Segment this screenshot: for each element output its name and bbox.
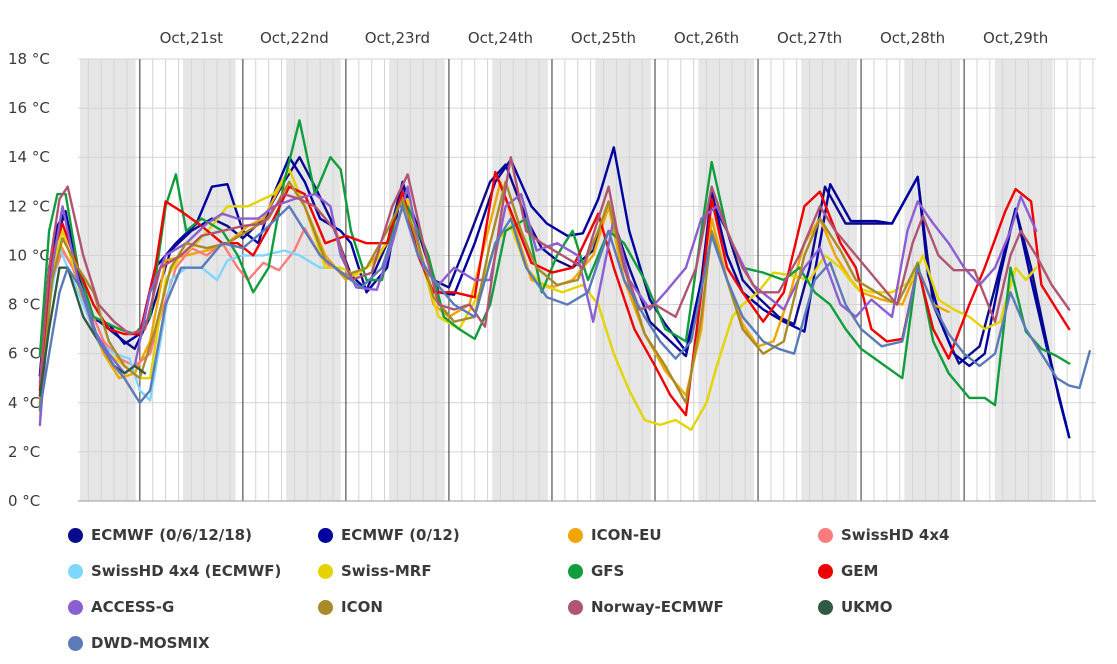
y-tick-label: 2 °C (8, 443, 40, 461)
legend-label: ACCESS-G (91, 598, 175, 616)
legend-item[interactable]: UKMO (818, 595, 892, 619)
legend-swatch (568, 563, 583, 579)
x-tick-label: Oct,27th (777, 29, 842, 47)
legend-label: GFS (591, 562, 625, 580)
legend-item[interactable]: SwissHD 4x4 (ECMWF) (68, 559, 281, 583)
legend-label: UKMO (841, 598, 893, 616)
legend-item[interactable]: SwissHD 4x4 (818, 523, 949, 547)
legend-item[interactable]: GFS (568, 559, 624, 583)
y-tick-label: 4 °C (8, 394, 40, 412)
series-line (38, 146, 1071, 439)
legend-item[interactable]: Norway-ECMWF (568, 595, 724, 619)
x-tick-label: Oct,26th (674, 29, 739, 47)
legend-item[interactable]: ECMWF (0/12) (318, 523, 460, 547)
series-line (38, 205, 1091, 412)
legend-item[interactable]: Swiss-MRF (318, 559, 432, 583)
legend-swatch (68, 635, 83, 651)
legend-label: Swiss-MRF (341, 562, 432, 580)
legend-label: ECMWF (0/6/12/18) (91, 526, 252, 544)
legend-swatch (818, 599, 833, 615)
legend-swatch (68, 599, 83, 615)
legend-label: ICON-EU (591, 526, 662, 544)
legend-label: Norway-ECMWF (591, 598, 724, 616)
y-tick-label: 14 °C (8, 148, 50, 166)
series-line (38, 156, 1071, 385)
legend-label: DWD-MOSMIX (91, 634, 210, 652)
legend-item[interactable]: ACCESS-G (68, 595, 174, 619)
legend-swatch (68, 527, 83, 543)
series-layer (38, 119, 1091, 439)
legend-swatch (318, 527, 333, 543)
series-line (38, 266, 147, 397)
legend-item[interactable]: ECMWF (0/6/12/18) (68, 523, 252, 547)
series-line (38, 185, 1038, 427)
legend-item[interactable]: GEM (818, 559, 879, 583)
legend-label: SwissHD 4x4 (ECMWF) (91, 562, 282, 580)
y-tick-label: 16 °C (8, 99, 50, 117)
legend-swatch (818, 527, 833, 543)
legend-swatch (318, 563, 333, 579)
night-band (183, 59, 236, 501)
y-tick-label: 0 °C (8, 492, 40, 510)
legend-label: ECMWF (0/12) (341, 526, 460, 544)
x-tick-label: Oct,29th (983, 29, 1048, 47)
y-tick-label: 12 °C (8, 197, 50, 215)
legend-swatch (68, 563, 83, 579)
legend-label: ICON (341, 598, 383, 616)
legend-item[interactable]: ICON-EU (568, 523, 662, 547)
legend-swatch (568, 599, 583, 615)
temperature-chart: 0 °C 2 °C 4 °C 6 °C 8 °C 10 °C 12 °C 14 °C 16 °C… (8, 29, 1096, 510)
legend-item[interactable]: ICON (318, 595, 383, 619)
x-tick-label: Oct,23rd (365, 29, 430, 47)
x-tick-label: Oct,21st (160, 29, 224, 47)
y-tick-label: 18 °C (8, 50, 50, 68)
x-tick-label: Oct,28th (880, 29, 945, 47)
legend-label: SwissHD 4x4 (841, 526, 950, 544)
chart-legend: ECMWF (0/6/12/18) ECMWF (0/12) ICON-EU Swis… (68, 520, 1108, 660)
legend-swatch (568, 527, 583, 543)
x-tick-label: Oct,24th (468, 29, 533, 47)
axis-layer: 0 °C 2 °C 4 °C 6 °C 8 °C 10 °C 12 °C 14 °C 16 °C… (8, 29, 1096, 510)
legend-label: GEM (841, 562, 879, 580)
legend-item[interactable]: DWD-MOSMIX (68, 631, 210, 655)
y-tick-label: 8 °C (8, 296, 40, 314)
y-tick-label: 6 °C (8, 345, 40, 363)
x-tick-label: Oct,22nd (260, 29, 329, 47)
legend-swatch (318, 599, 333, 615)
night-shading-layer (80, 59, 1053, 501)
night-band (80, 59, 136, 501)
series-line (38, 180, 919, 407)
legend-swatch (818, 563, 833, 579)
y-tick-label: 10 °C (8, 246, 50, 264)
x-tick-label: Oct,25th (571, 29, 636, 47)
